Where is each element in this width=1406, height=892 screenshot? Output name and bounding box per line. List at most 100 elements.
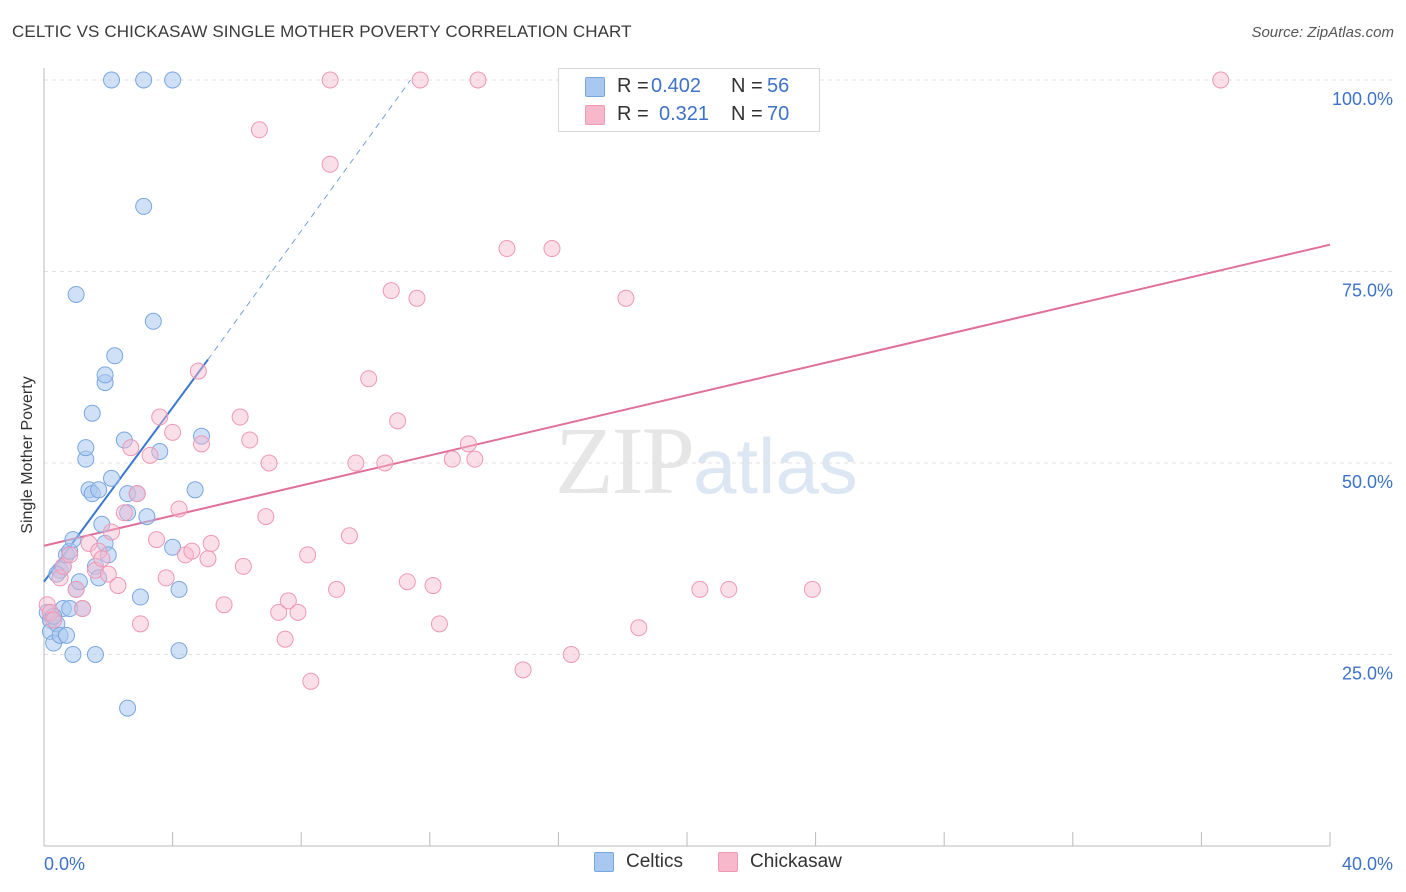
celtics-point	[96, 366, 114, 384]
chickasaw-point	[170, 500, 188, 518]
trend-lines	[43, 79, 1331, 583]
chickasaw-point	[93, 550, 111, 568]
chickasaw-point	[103, 523, 121, 541]
chickasaw-point	[321, 71, 339, 89]
celtics-point	[131, 588, 149, 606]
chickasaw-point	[109, 577, 127, 595]
chickasaw-point	[289, 603, 307, 621]
watermark-zip: ZIP	[555, 407, 695, 514]
chickasaw-point	[199, 550, 217, 568]
celtics-point	[170, 580, 188, 598]
chickasaw-point	[276, 630, 294, 648]
chickasaw-point	[302, 672, 320, 690]
chickasaw-point	[231, 408, 249, 426]
chickasaw-point	[115, 504, 133, 522]
chickasaw-point	[67, 580, 85, 598]
celtics-point	[186, 481, 204, 499]
celtics-point	[90, 481, 108, 499]
chickasaw-point	[157, 569, 175, 587]
chickasaw-point	[148, 531, 166, 549]
celtics-point	[170, 642, 188, 660]
chickasaw-point	[398, 573, 416, 591]
chickasaw-point	[45, 611, 63, 629]
chickasaw-point	[443, 450, 461, 468]
chickasaw-point	[562, 646, 580, 663]
x-tick-label-max: 40.0%	[1342, 854, 1393, 874]
celtics-point	[119, 699, 137, 717]
celtics-legend-label: Celtics	[626, 851, 684, 872]
chart-title: CELTIC VS CHICKASAW SINGLE MOTHER POVERT…	[12, 22, 632, 41]
chickasaw-point	[466, 450, 484, 468]
celtics-points	[38, 71, 211, 717]
y-tick-label: 75.0%	[1342, 281, 1393, 301]
chickasaw-point	[202, 534, 220, 552]
chickasaw-point	[720, 580, 738, 598]
celtics-point	[77, 439, 95, 457]
celtics-point	[164, 538, 182, 556]
chickasaw-point	[389, 412, 407, 430]
watermark: ZIPatlas	[555, 405, 858, 516]
chickasaw-point	[131, 615, 149, 633]
celtics-point	[151, 443, 169, 461]
chickasaw-point	[1212, 71, 1230, 89]
legend-item-celtics: Celtics	[594, 851, 683, 873]
chickasaw-point	[408, 289, 426, 307]
y-tick-label: 100.0%	[1332, 89, 1393, 109]
celtics-point	[135, 71, 153, 89]
x-tick-label-min: 0.0%	[44, 854, 85, 874]
correlation-legend: R = 0.402 N = 56 R = 0.321 N = 70	[558, 68, 820, 132]
chickasaw-point	[382, 282, 400, 300]
chickasaw-point	[469, 71, 487, 89]
chickasaw-legend-label: Chickasaw	[750, 851, 842, 872]
chickasaw-point	[347, 454, 365, 472]
chickasaw-point	[617, 289, 635, 307]
chickasaw-point	[279, 592, 297, 610]
chickasaw-point	[328, 580, 346, 598]
chickasaw-point	[270, 603, 288, 621]
chickasaw-points	[38, 71, 1230, 690]
chickasaw-point	[430, 615, 448, 633]
celtics-point	[64, 531, 82, 549]
y-tick-label: 50.0%	[1342, 472, 1393, 492]
chickasaw-r-value: 0.321	[659, 102, 710, 125]
celtics-point	[135, 197, 153, 215]
chickasaw-point	[164, 423, 182, 441]
celtics-point	[67, 285, 85, 303]
axis-labels: 25.0% 50.0% 75.0% 100.0% 0.0% 40.0% Single Mot…	[19, 89, 1393, 874]
chickasaw-point	[193, 435, 211, 453]
chickasaw-point	[803, 580, 821, 598]
y-axis-label: Single Mother Poverty	[19, 376, 36, 533]
chickasaw-point	[99, 565, 117, 583]
chickasaw-point	[141, 446, 159, 464]
chickasaw-point	[691, 580, 709, 598]
chickasaw-point	[514, 661, 532, 679]
celtics-r-value: 0.402	[651, 74, 702, 97]
celtics-point	[103, 71, 121, 89]
chickasaw-point	[250, 121, 268, 139]
chickasaw-point	[122, 439, 140, 457]
celtics-point	[138, 508, 156, 526]
source-label: Source: ZipAtlas.com	[1251, 24, 1394, 41]
celtics-point	[64, 646, 82, 663]
chickasaw-point	[340, 527, 358, 545]
celtics-point	[83, 404, 101, 422]
legend-item-chickasaw: Chickasaw	[718, 851, 842, 873]
chickasaw-point	[128, 485, 146, 503]
chickasaw-point	[360, 370, 378, 388]
chickasaw-point	[215, 596, 233, 614]
celtics-legend-swatch	[594, 852, 614, 872]
chickasaw-point	[630, 619, 648, 637]
celtics-point	[164, 71, 182, 89]
chickasaw-point	[321, 155, 339, 173]
celtics-n-label: N =	[731, 74, 763, 97]
chickasaw-legend-swatch	[718, 852, 738, 872]
chickasaw-point	[459, 435, 477, 453]
y-tick-label: 25.0%	[1342, 664, 1393, 684]
chickasaw-point	[61, 546, 79, 564]
chickasaw-point	[183, 542, 201, 560]
celtics-r-label: R =	[617, 74, 649, 97]
chickasaw-trend-line	[43, 243, 1331, 547]
celtics-trend-extension	[207, 79, 411, 360]
chickasaw-n-value: 70	[767, 102, 790, 125]
